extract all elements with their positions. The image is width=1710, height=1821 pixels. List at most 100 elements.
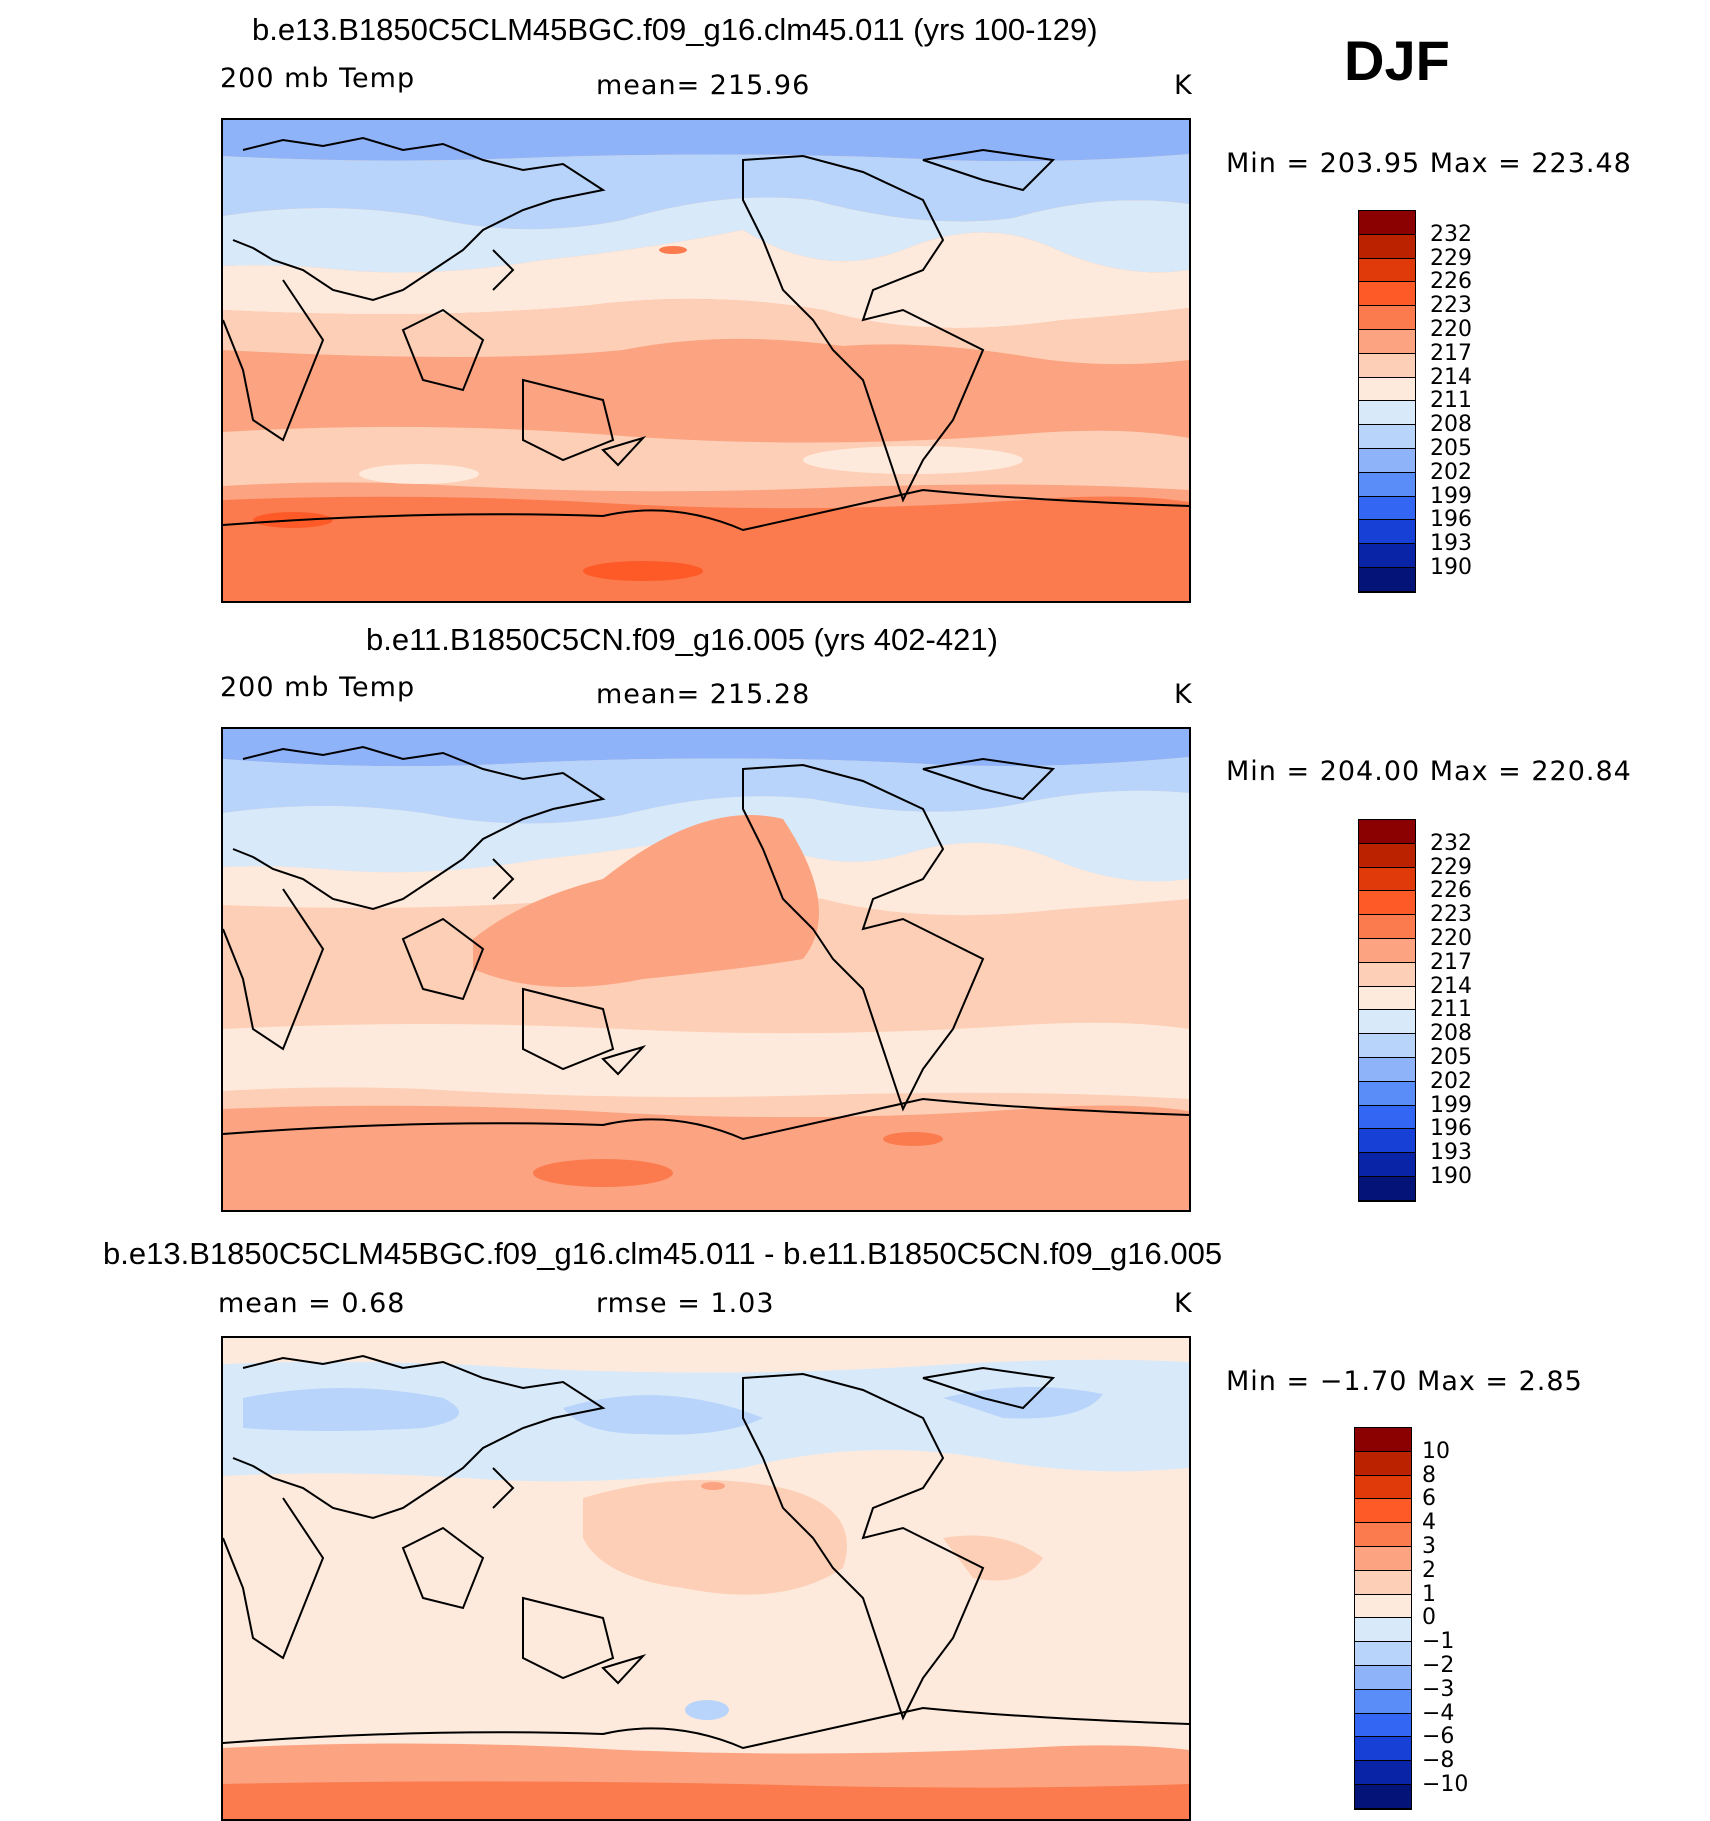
panel1-minmax: Min = 203.95 Max = 223.48 <box>1226 148 1632 179</box>
colorbar-segment <box>1359 329 1415 354</box>
panel2-contour-field <box>223 729 1189 1210</box>
colorbar-tick-label: 232 <box>1430 830 1472 856</box>
colorbar-tick-label: −4 <box>1422 1700 1455 1726</box>
colorbar-tick-label: 205 <box>1430 1045 1472 1070</box>
colorbar-tick-label: 208 <box>1430 1021 1472 1047</box>
colorbar-tick-label: 226 <box>1430 269 1472 295</box>
panel1-map <box>221 118 1191 603</box>
colorbar-tick-label: 10 <box>1422 1438 1450 1464</box>
colorbar-segment <box>1359 1153 1415 1177</box>
colorbar-segment <box>1355 1713 1411 1738</box>
colorbar-segment <box>1359 282 1415 307</box>
colorbar-tick-label: 223 <box>1430 902 1472 928</box>
colorbar-tick-label: 205 <box>1430 436 1472 461</box>
panel3-minmax: Min = −1.70 Max = 2.85 <box>1226 1366 1583 1397</box>
colorbar-segment <box>1355 1689 1411 1714</box>
colorbar-tick-label: 202 <box>1430 459 1472 485</box>
panel3-rmse: rmse = 1.03 <box>596 1288 775 1319</box>
panel1-title: b.e13.B1850C5CLM45BGC.f09_g16.clm45.011 … <box>252 12 1098 47</box>
colorbar-tick-label: 1 <box>1422 1581 1436 1607</box>
panel2-minmax: Min = 204.00 Max = 220.84 <box>1226 756 1632 787</box>
colorbar-tick-label: 226 <box>1430 878 1472 904</box>
colorbar-segment <box>1355 1665 1411 1690</box>
colorbar-segment <box>1359 425 1415 449</box>
colorbar-segment <box>1359 258 1415 283</box>
colorbar-segment <box>1359 353 1415 378</box>
colorbar-segment <box>1359 1057 1415 1082</box>
colorbar-tick-label: 199 <box>1430 483 1472 509</box>
colorbar-segment <box>1359 1129 1415 1154</box>
panel3-colorbar-segments <box>1354 1427 1412 1810</box>
colorbar-segment <box>1355 1523 1411 1547</box>
panel2-units: K <box>1174 679 1193 710</box>
colorbar-segment <box>1359 1105 1415 1130</box>
colorbar-tick-label: 229 <box>1430 854 1472 880</box>
colorbar-tick-label: 217 <box>1430 949 1472 975</box>
colorbar-segment <box>1359 520 1415 545</box>
colorbar-segment <box>1359 401 1415 426</box>
colorbar-tick-label: −6 <box>1422 1724 1455 1750</box>
colorbar-tick-label: −2 <box>1422 1653 1455 1678</box>
panel1-contour-field <box>223 120 1189 601</box>
colorbar-tick-label: 220 <box>1430 317 1472 342</box>
colorbar-segment <box>1359 234 1415 259</box>
colorbar-tick-label: −1 <box>1422 1629 1455 1655</box>
colorbar-tick-label: 220 <box>1430 926 1472 951</box>
colorbar-segment <box>1359 211 1415 235</box>
panel2-colorbar: 232 229 226 223 220 217 214 211 208 205 202 199 196 1… <box>1358 819 1598 1209</box>
colorbar-segment <box>1359 567 1415 592</box>
colorbar-segment <box>1359 306 1415 330</box>
colorbar-tick-label: 214 <box>1430 364 1472 390</box>
colorbar-tick-label: −10 <box>1422 1772 1469 1797</box>
colorbar-segment <box>1355 1784 1411 1809</box>
colorbar-segment <box>1355 1594 1411 1619</box>
colorbar-tick-label: 0 <box>1422 1605 1436 1631</box>
colorbar-segment <box>1359 867 1415 892</box>
colorbar-segment <box>1355 1570 1411 1595</box>
colorbar-tick-label: 2 <box>1422 1557 1436 1583</box>
colorbar-segment <box>1359 472 1415 497</box>
colorbar-segment <box>1359 544 1415 568</box>
panel2-map <box>221 727 1191 1212</box>
panel1-variable: 200 mb Temp <box>220 63 416 94</box>
colorbar-segment <box>1355 1475 1411 1500</box>
colorbar-segment <box>1359 1010 1415 1035</box>
colorbar-segment <box>1355 1737 1411 1762</box>
panel2-title: b.e11.B1850C5CN.f09_g16.005 (yrs 402-421… <box>366 622 998 657</box>
panel2-variable: 200 mb Temp <box>220 672 416 703</box>
colorbar-segment <box>1355 1618 1411 1643</box>
colorbar-tick-label: 8 <box>1422 1462 1436 1488</box>
colorbar-segment <box>1359 986 1415 1011</box>
colorbar-tick-label: −3 <box>1422 1676 1455 1702</box>
colorbar-segment <box>1359 1081 1415 1106</box>
colorbar-tick-label: 6 <box>1422 1486 1436 1512</box>
colorbar-segment <box>1355 1761 1411 1785</box>
colorbar-tick-label: 190 <box>1430 1164 1472 1189</box>
colorbar-tick-label: 211 <box>1430 388 1472 414</box>
colorbar-segment <box>1359 820 1415 844</box>
colorbar-tick-label: 199 <box>1430 1092 1472 1118</box>
colorbar-tick-label: 217 <box>1430 340 1472 366</box>
colorbar-tick-label: 193 <box>1430 1140 1472 1166</box>
colorbar-segment <box>1359 496 1415 521</box>
colorbar-segment <box>1359 962 1415 987</box>
colorbar-tick-label: 202 <box>1430 1068 1472 1094</box>
colorbar-tick-label: 196 <box>1430 507 1472 533</box>
panel3-mean: mean = 0.68 <box>218 1288 406 1319</box>
colorbar-segment <box>1355 1499 1411 1524</box>
colorbar-segment <box>1359 891 1415 916</box>
panel1-colorbar: 232 229 226 223 220 217 214 211 208 205 202 199 196 1… <box>1358 210 1598 600</box>
colorbar-tick-label: 211 <box>1430 997 1472 1023</box>
colorbar-segment <box>1355 1428 1411 1452</box>
panel2-mean: mean= 215.28 <box>596 679 811 710</box>
colorbar-segment <box>1359 843 1415 868</box>
colorbar-segment <box>1359 938 1415 963</box>
colorbar-tick-label: −8 <box>1422 1748 1455 1774</box>
colorbar-tick-label: 193 <box>1430 531 1472 557</box>
colorbar-tick-label: 208 <box>1430 412 1472 438</box>
colorbar-tick-label: 223 <box>1430 293 1472 319</box>
panel1-colorbar-segments <box>1358 210 1416 593</box>
panel3-title: b.e13.B1850C5CLM45BGC.f09_g16.clm45.011 … <box>103 1236 1223 1271</box>
colorbar-segment <box>1359 377 1415 402</box>
colorbar-segment <box>1359 915 1415 939</box>
